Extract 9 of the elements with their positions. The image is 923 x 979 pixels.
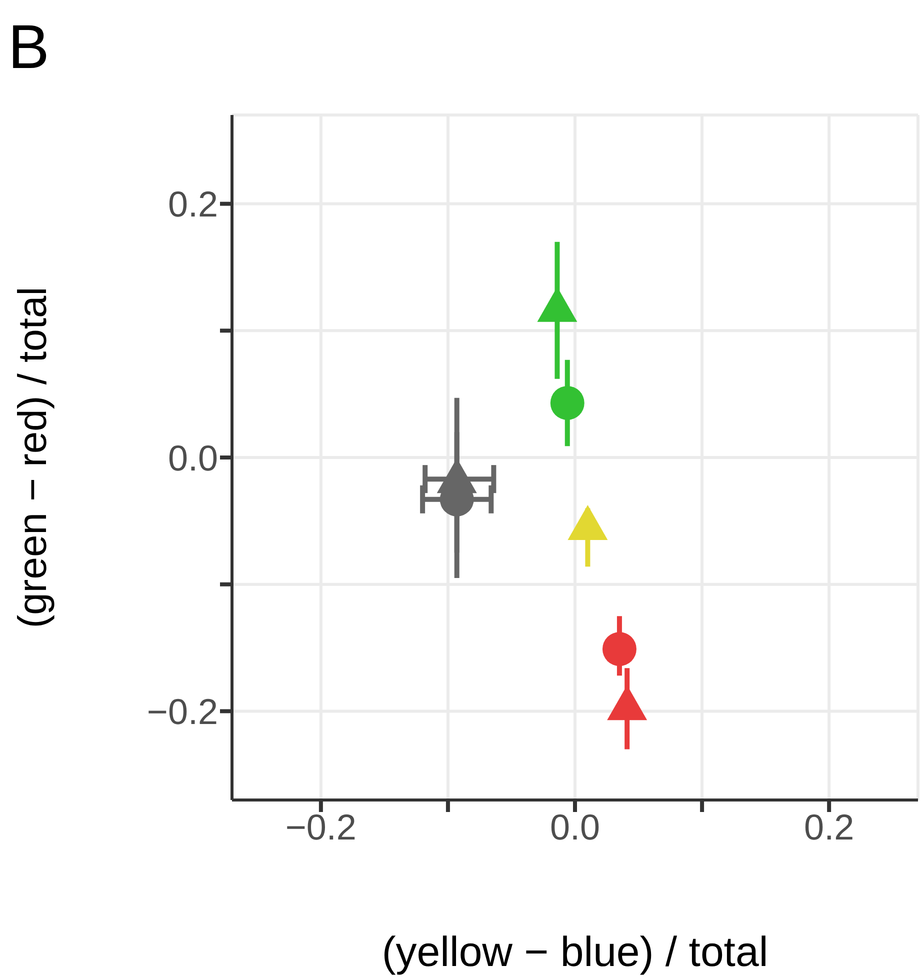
x-tick-label: 0.0 [550, 806, 600, 848]
y-axis-title: (green − red) / total [11, 286, 56, 628]
y-tick-label: −0.2 [146, 690, 218, 732]
x-tick-label: −0.2 [285, 806, 356, 848]
x-tick-label: 0.2 [804, 806, 854, 848]
y-tick-label: 0.2 [168, 184, 218, 225]
x-axis-title: (yellow − blue) / total [382, 928, 768, 975]
y-tick-label: 0.0 [168, 437, 218, 478]
chart-title: B [8, 12, 50, 83]
